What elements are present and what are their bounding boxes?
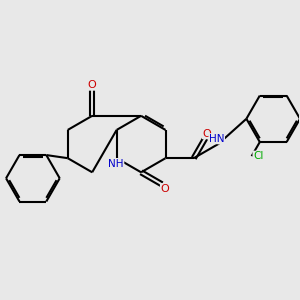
Text: Cl: Cl xyxy=(253,151,263,161)
Text: NH: NH xyxy=(108,158,124,169)
Text: O: O xyxy=(88,80,97,90)
Text: HN: HN xyxy=(209,134,224,144)
Text: O: O xyxy=(160,184,169,194)
Text: O: O xyxy=(202,129,211,139)
